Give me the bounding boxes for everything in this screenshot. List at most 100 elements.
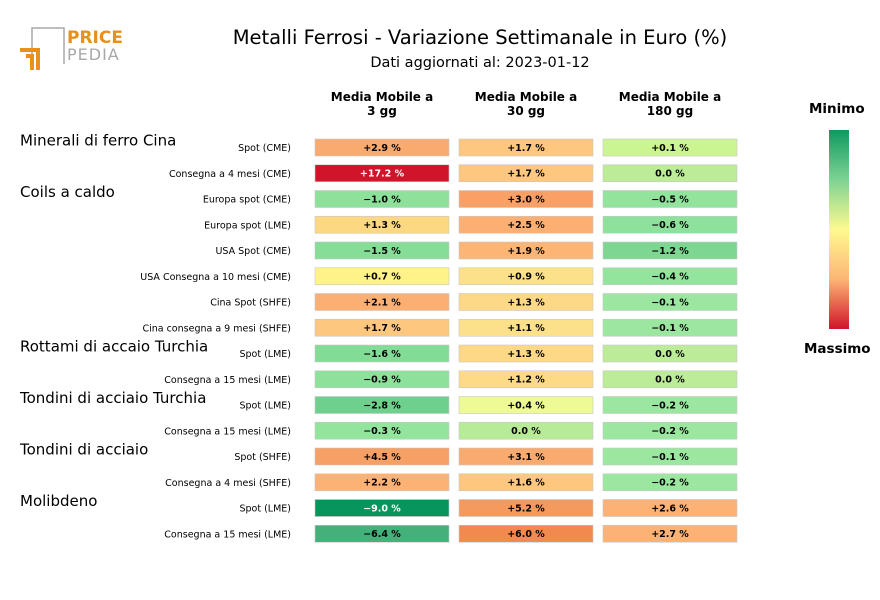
logo-text-pedia: PEDIA bbox=[67, 45, 120, 64]
cell-label-r10-c2: +1.2 % bbox=[507, 375, 545, 386]
cell-label-r1-c3: +0.1 % bbox=[651, 143, 689, 154]
pricepedia-logo: PRICE PEDIA bbox=[20, 26, 130, 74]
group-label-6: Molibdeno bbox=[20, 492, 97, 510]
cell-label-r10-c1: −0.9 % bbox=[363, 375, 401, 386]
cell-label-r7-c1: +2.1 % bbox=[363, 297, 401, 308]
row-label-5: USA Spot (CME) bbox=[215, 246, 291, 257]
column-header-1-line-2: 3 gg bbox=[367, 104, 397, 118]
heatmap-cell-r4-c1 bbox=[314, 215, 450, 234]
logo-mark-accent bbox=[20, 48, 40, 70]
logo-mark-accent-inner bbox=[26, 54, 34, 70]
heatmap-cell-r2-c3 bbox=[602, 164, 738, 183]
heatmap-cell-r8-c1 bbox=[314, 318, 450, 337]
group-label-4: Tondini di acciaio Turchia bbox=[19, 389, 206, 407]
cell-label-r15-c3: +2.6 % bbox=[651, 503, 689, 514]
row-label-13: Spot (SHFE) bbox=[234, 452, 291, 463]
cell-label-r10-c3: 0.0 % bbox=[655, 375, 685, 386]
row-label-6: USA Consegna a 10 mesi (CME) bbox=[140, 272, 291, 283]
chart-subtitle: Dati aggiornati al: 2023-01-12 bbox=[370, 55, 590, 71]
cell-label-r16-c3: +2.7 % bbox=[651, 529, 689, 540]
heatmap-cell-r2-c1 bbox=[314, 164, 450, 183]
heatmap-cell-r1-c3 bbox=[602, 138, 738, 157]
cell-label-r11-c1: −2.8 % bbox=[363, 400, 401, 411]
heatmap-cell-r4-c3 bbox=[602, 215, 738, 234]
cell-label-r3-c2: +3.0 % bbox=[507, 194, 545, 205]
chart-title: Metalli Ferrosi - Variazione Settimanale… bbox=[232, 26, 728, 49]
heatmap-cell-r7-c2 bbox=[458, 293, 594, 311]
heatmap-cell-r2-c2 bbox=[458, 164, 594, 183]
row-label-14: Consegna a 4 mesi (SHFE) bbox=[165, 478, 291, 489]
column-header-3-line-2: 180 gg bbox=[647, 104, 693, 118]
row-label-12: Consegna a 15 mesi (LME) bbox=[164, 426, 291, 437]
heatmap-cell-r14-c3 bbox=[602, 473, 738, 492]
cell-label-r3-c1: −1.0 % bbox=[363, 194, 401, 205]
heatmap-cell-r7-c1 bbox=[314, 293, 450, 311]
cell-label-r15-c1: −9.0 % bbox=[363, 503, 401, 514]
row-label-16: Consegna a 15 mesi (LME) bbox=[164, 529, 291, 540]
row-label-9: Spot (LME) bbox=[239, 349, 291, 360]
row-label-15: Spot (LME) bbox=[239, 504, 291, 515]
cell-label-r15-c2: +5.2 % bbox=[507, 503, 545, 514]
heatmap-cell-r5-c2 bbox=[458, 241, 594, 260]
colorbar-min-label: Minimo bbox=[809, 101, 865, 117]
cell-label-r3-c3: −0.5 % bbox=[651, 194, 689, 205]
cell-label-r14-c1: +2.2 % bbox=[363, 478, 401, 489]
row-label-3: Europa spot (CME) bbox=[203, 195, 291, 206]
heatmap-cell-r9-c1 bbox=[314, 344, 450, 363]
heatmap-cell-r3-c2 bbox=[458, 190, 594, 208]
cell-label-r5-c2: +1.9 % bbox=[507, 246, 545, 257]
cell-label-r13-c1: +4.5 % bbox=[363, 452, 401, 463]
heatmap-cell-r13-c2 bbox=[458, 447, 594, 466]
heatmap-cell-r14-c1 bbox=[314, 473, 450, 492]
cell-label-r12-c3: −0.2 % bbox=[651, 426, 689, 437]
heatmap-cell-r10-c3 bbox=[602, 370, 738, 389]
heatmap-cell-r13-c3 bbox=[602, 447, 738, 466]
heatmap-cell-r8-c2 bbox=[458, 318, 594, 337]
row-label-2: Consegna a 4 mesi (CME) bbox=[169, 169, 291, 180]
cell-label-r14-c3: −0.2 % bbox=[651, 478, 689, 489]
cell-label-r7-c2: +1.3 % bbox=[507, 297, 545, 308]
group-label-1: Minerali di ferro Cina bbox=[20, 132, 176, 150]
heatmap-cell-r11-c1 bbox=[314, 396, 450, 414]
cell-label-r4-c2: +2.5 % bbox=[507, 220, 545, 231]
logo-mark-outline bbox=[31, 27, 65, 64]
cell-label-r2-c1: +17.2 % bbox=[360, 169, 405, 180]
heatmap-cell-r5-c1 bbox=[314, 241, 450, 260]
heatmap-cell-r12-c2 bbox=[458, 421, 594, 440]
cell-label-r12-c1: −0.3 % bbox=[363, 426, 401, 437]
cell-label-r2-c2: +1.7 % bbox=[507, 169, 545, 180]
heatmap-cell-r1-c2 bbox=[458, 138, 594, 157]
heatmap-cell-r16-c2 bbox=[458, 524, 594, 543]
colorbar bbox=[829, 130, 849, 329]
cell-label-r5-c1: −1.5 % bbox=[363, 246, 401, 257]
heatmap-cell-r15-c1 bbox=[314, 499, 450, 517]
cell-label-r4-c3: −0.6 % bbox=[651, 220, 689, 231]
heatmap-cell-r6-c1 bbox=[314, 267, 450, 286]
colorbar-max-label: Massimo bbox=[804, 341, 871, 357]
heatmap-cell-r9-c3 bbox=[602, 344, 738, 363]
cell-label-r6-c3: −0.4 % bbox=[651, 272, 689, 283]
cell-label-r6-c1: +0.7 % bbox=[363, 272, 401, 283]
cell-label-r12-c2: 0.0 % bbox=[511, 426, 541, 437]
cell-label-r8-c3: −0.1 % bbox=[651, 323, 689, 334]
heatmap-cell-r6-c2 bbox=[458, 267, 594, 286]
heatmap-cell-r7-c3 bbox=[602, 293, 738, 311]
heatmap-cell-r10-c1 bbox=[314, 370, 450, 389]
column-header-1-line-1: Media Mobile a bbox=[331, 90, 433, 104]
heatmap-cell-r10-c2 bbox=[458, 370, 594, 389]
cell-label-r13-c2: +3.1 % bbox=[507, 452, 545, 463]
heatmap-cell-r5-c3 bbox=[602, 241, 738, 260]
row-label-4: Europa spot (LME) bbox=[204, 220, 291, 231]
logo-text-price: PRICE bbox=[67, 28, 123, 48]
cell-label-r9-c1: −1.6 % bbox=[363, 349, 401, 360]
heatmap-cell-r15-c3 bbox=[602, 499, 738, 517]
row-label-11: Spot (LME) bbox=[239, 401, 291, 412]
cell-label-r1-c2: +1.7 % bbox=[507, 143, 545, 154]
cell-label-r5-c3: −1.2 % bbox=[651, 246, 689, 257]
group-label-5: Tondini di acciaio bbox=[19, 441, 148, 459]
heatmap-cell-r14-c2 bbox=[458, 473, 594, 492]
cell-label-r6-c2: +0.9 % bbox=[507, 272, 545, 283]
heatmap-cell-r8-c3 bbox=[602, 318, 738, 337]
column-header-3-line-1: Media Mobile a bbox=[619, 90, 721, 104]
